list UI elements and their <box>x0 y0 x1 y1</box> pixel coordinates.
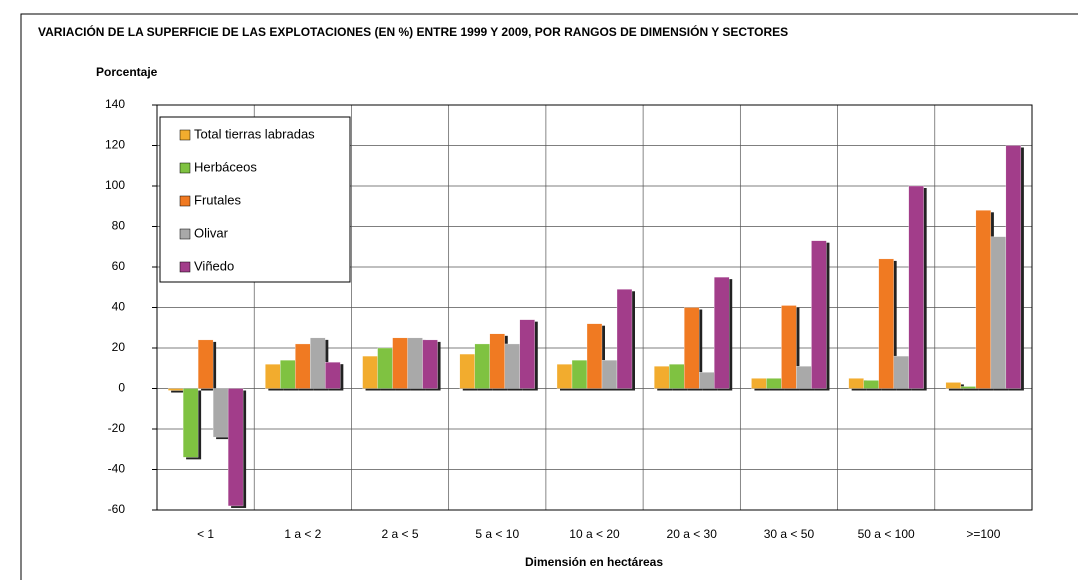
bar <box>280 359 296 389</box>
x-axis-label: Dimensión en hectáreas <box>525 555 663 569</box>
bar <box>945 382 962 389</box>
legend-swatch <box>179 261 191 273</box>
bar <box>893 355 909 389</box>
bar <box>714 276 730 389</box>
bar <box>601 359 618 389</box>
x-tick-label: 10 a < 20 <box>569 527 620 541</box>
bar <box>990 236 1007 389</box>
bar <box>766 378 782 389</box>
legend-label: Total tierras labradas <box>194 126 315 141</box>
bar <box>504 343 520 389</box>
y-tick-label: 80 <box>112 219 126 233</box>
x-tick-label: 20 a < 30 <box>667 527 718 541</box>
x-tick-label: 50 a < 100 <box>858 527 915 541</box>
y-tick-label: 120 <box>105 138 125 152</box>
legend-swatch <box>179 228 191 240</box>
y-tick-label: -40 <box>108 462 126 476</box>
frame <box>20 13 1078 580</box>
bar <box>489 333 505 389</box>
x-tick-label: 5 a < 10 <box>475 527 519 541</box>
legend-label: Herbáceos <box>194 159 257 174</box>
bar <box>295 343 311 389</box>
y-tick-label: -60 <box>108 502 126 516</box>
bar <box>377 347 393 389</box>
bar <box>556 364 573 389</box>
bar <box>474 343 490 389</box>
bar <box>197 339 214 389</box>
bar <box>227 388 244 507</box>
y-tick-label: 0 <box>118 381 125 395</box>
bar <box>167 388 184 391</box>
y-tick-label: 40 <box>112 300 126 314</box>
y-tick-label: 20 <box>112 340 126 354</box>
x-tick-label: 1 a < 2 <box>284 527 321 541</box>
bar <box>796 366 812 389</box>
bar <box>699 372 715 389</box>
y-tick-label: -20 <box>108 421 126 435</box>
bar <box>265 364 281 389</box>
bar <box>1005 145 1022 389</box>
bar <box>407 337 423 389</box>
bar <box>310 337 326 389</box>
bar <box>863 380 879 389</box>
legend-swatch <box>179 162 191 174</box>
bar <box>908 185 924 389</box>
x-tick-label: < 1 <box>197 527 214 541</box>
plot-border <box>156 104 1033 511</box>
legend-label: Frutales <box>194 192 241 207</box>
y-tick-label: 60 <box>112 259 126 273</box>
y-axis-label: Porcentaje <box>96 65 158 79</box>
bar <box>684 307 700 389</box>
bar <box>422 339 438 389</box>
bar <box>654 366 670 389</box>
legend-swatch <box>179 195 191 207</box>
bar <box>392 337 408 389</box>
bar <box>519 319 535 389</box>
bar <box>586 323 603 389</box>
bar <box>960 386 977 389</box>
bar-shadow <box>963 388 979 391</box>
bar <box>811 240 827 389</box>
bar <box>751 378 767 389</box>
bar <box>212 388 229 438</box>
bar <box>325 362 341 389</box>
bar <box>848 378 864 389</box>
legend-label: Olivar <box>194 225 229 240</box>
bar <box>975 210 992 389</box>
y-tick-label: 100 <box>105 178 125 192</box>
x-tick-label: 30 a < 50 <box>764 527 815 541</box>
bar-shadow <box>171 390 187 393</box>
y-tick-label: 140 <box>105 97 125 111</box>
bar <box>781 305 797 389</box>
bar <box>362 355 378 389</box>
bar <box>459 353 475 389</box>
bar <box>571 359 588 389</box>
chart-title: VARIACIÓN DE LA SUPERFICIE DE LAS EXPLOT… <box>38 24 788 39</box>
legend-swatch <box>179 129 191 141</box>
legend-label: Viñedo <box>194 258 234 273</box>
bar <box>616 289 633 389</box>
legend-box <box>159 116 351 283</box>
bar <box>878 258 894 389</box>
x-tick-label: 2 a < 5 <box>382 527 419 541</box>
x-tick-label: >=100 <box>966 527 1000 541</box>
bar <box>669 364 685 389</box>
bar <box>182 388 199 458</box>
